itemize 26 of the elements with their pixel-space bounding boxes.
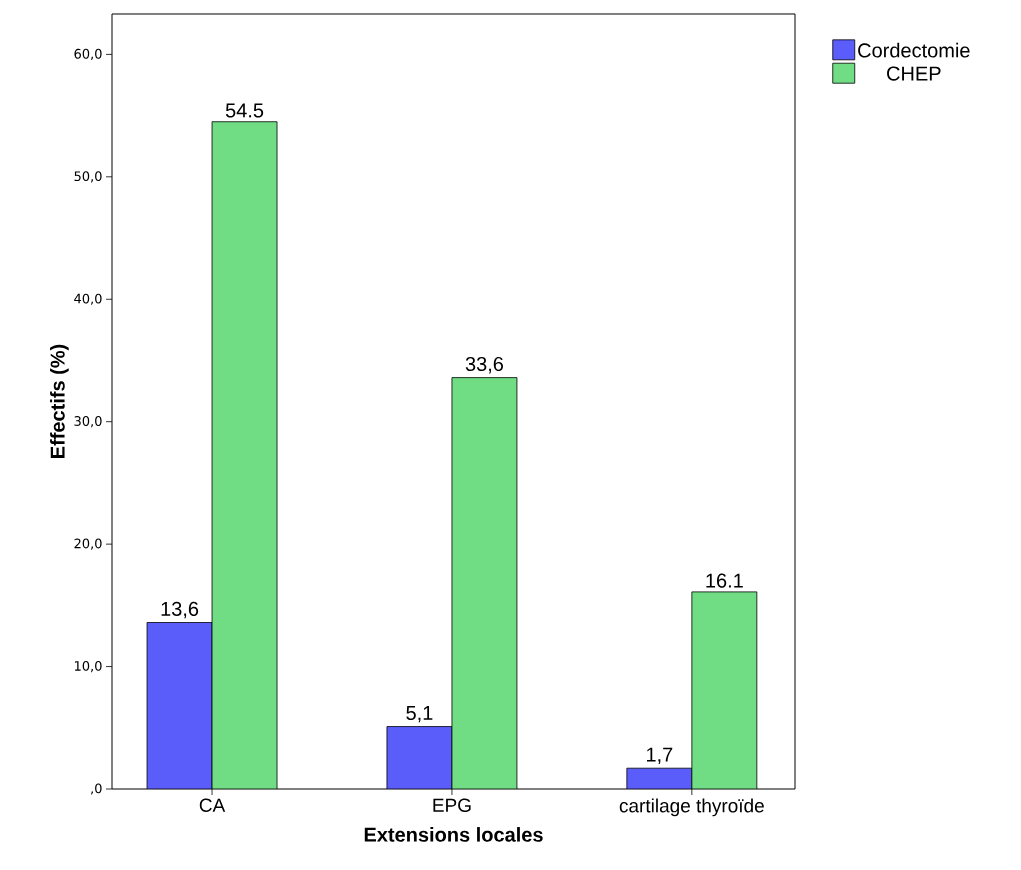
bar (386, 726, 453, 789)
y-tick-label: ,0 (91, 783, 102, 795)
y-axis-title: Effectifs (%) (50, 344, 69, 458)
bar (691, 591, 758, 789)
y-tick-label: 30,0 (74, 416, 102, 428)
data-label: 13,6 (161, 601, 199, 619)
y-tick-label: 60,0 (74, 48, 102, 60)
data-label: 16.1 (706, 573, 743, 588)
legend-label: Cordectomie (858, 42, 970, 58)
x-tick-label: CA (199, 798, 226, 812)
bar (146, 622, 213, 789)
bar (626, 767, 693, 789)
y-tick-label: 10,0 (74, 660, 102, 673)
x-axis-title: Extensions locales (364, 827, 543, 842)
y-tick-label: 40,0 (74, 293, 102, 305)
x-tick-label: EPG (433, 798, 471, 812)
data-label: 54.5 (225, 103, 264, 118)
data-label: 1,7 (646, 747, 673, 764)
bar (451, 377, 518, 789)
x-tick-label: cartilage thyroïde (619, 798, 764, 817)
legend-label: CHEP (887, 66, 941, 81)
data-label: 5,1 (406, 706, 433, 723)
data-label: 33,6 (465, 356, 504, 374)
bar (211, 121, 278, 789)
y-tick-label: 20,0 (74, 538, 102, 550)
y-tick-label: 50,0 (74, 171, 102, 183)
